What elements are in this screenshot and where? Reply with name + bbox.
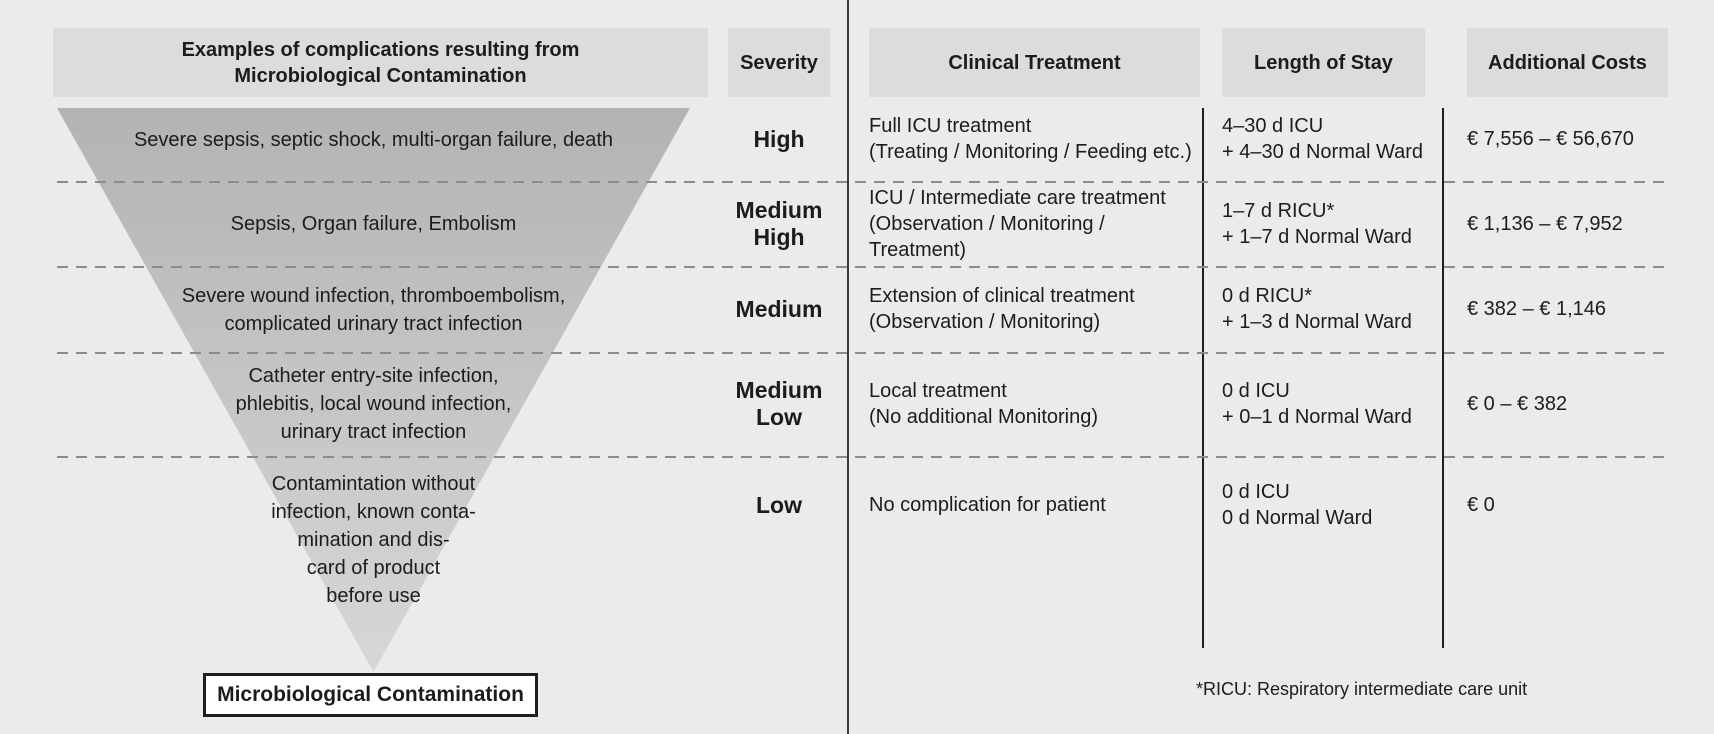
stay-cell: 4–30 d ICU + 4–30 d Normal Ward [1222, 115, 1424, 163]
treatment-cell: Extension of clinical treatment (Observa… [869, 285, 1135, 333]
treatment-cell: Local treatment (No additional Monitorin… [869, 380, 1099, 428]
stay-cell: 0 d ICU 0 d Normal Ward [1222, 481, 1373, 529]
ricu-footnote: *RICU: Respiratory intermediate care uni… [1196, 679, 1528, 699]
severity-cell: Medium High [735, 196, 823, 250]
microbiological-contamination-box: Microbiological Contamination [203, 673, 538, 717]
funnel-label-row-4: Catheter entry-site infection, phlebitis… [235, 365, 512, 443]
severity-cell: Medium Low [735, 377, 823, 430]
treatment-cell: ICU / Intermediate care treatment (Obser… [869, 186, 1166, 261]
treatment-stay-divider [1202, 108, 1204, 648]
costs-cell: € 0 [1467, 494, 1495, 516]
funnel-label-row-5: Contamintation without infection, known … [271, 473, 476, 607]
severity-cell: Medium [735, 295, 823, 322]
funnel-label-row-2: Sepsis, Organ failure, Embolism [230, 213, 517, 235]
row-separator-2 [57, 266, 1664, 268]
costs-cell: € 382 – € 1,146 [1467, 298, 1607, 320]
funnel-column-header: Examples of complications resulting from… [53, 28, 708, 97]
severity-cell: Low [756, 491, 802, 518]
funnel-label-row-3: Severe wound infection, thromboembolism,… [181, 285, 566, 335]
funnel-label-row-1: Severe sepsis, septic shock, multi-organ… [133, 129, 614, 151]
treatment-cell: Full ICU treatment (Treating / Monitorin… [869, 115, 1192, 163]
stay-cell: 1–7 d RICU* + 1–7 d Normal Ward [1222, 199, 1412, 248]
stay-costs-divider [1442, 108, 1444, 648]
row-separator-3 [57, 352, 1664, 354]
length-of-stay-column-header: Length of Stay [1222, 28, 1425, 97]
severity-column-header: Severity [728, 28, 830, 97]
severity-cell: High [753, 125, 805, 152]
row-separator-1 [57, 181, 1664, 183]
clinical-treatment-column-header: Clinical Treatment [869, 28, 1200, 97]
row-separator-4 [57, 456, 1664, 458]
treatment-cell: No complication for patient [869, 494, 1106, 516]
severity-treatment-divider [847, 0, 849, 734]
stay-cell: 0 d ICU + 0–1 d Normal Ward [1222, 380, 1412, 428]
additional-costs-column-header: Additional Costs [1467, 28, 1668, 97]
costs-cell: € 7,556 – € 56,670 [1467, 128, 1634, 150]
stay-cell: 0 d RICU* + 1–3 d Normal Ward [1222, 285, 1412, 333]
costs-cell: € 1,136 – € 7,952 [1467, 212, 1623, 235]
costs-cell: € 0 – € 382 [1467, 393, 1568, 415]
